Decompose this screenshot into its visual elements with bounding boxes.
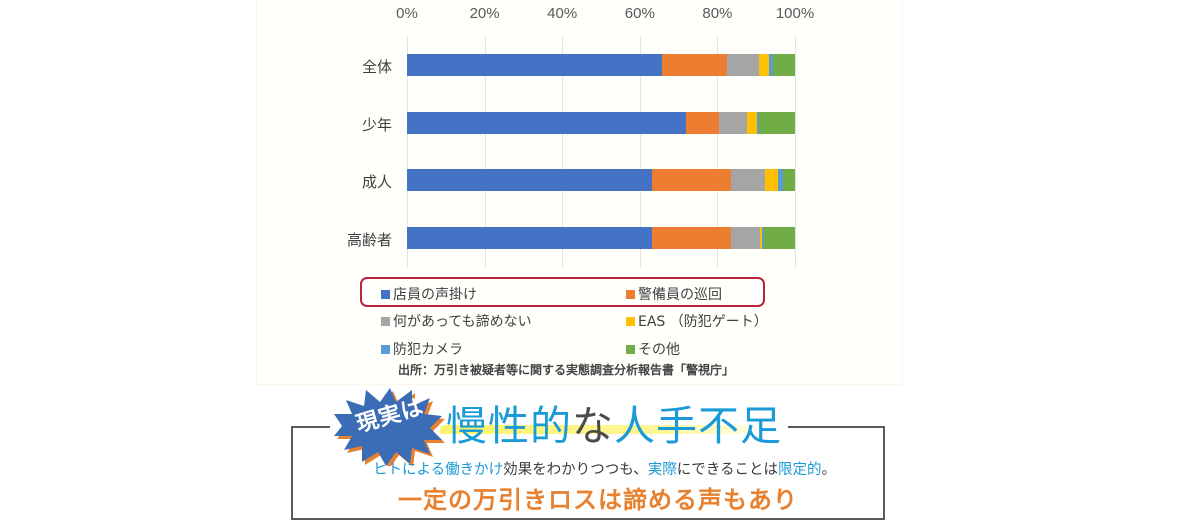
bar-segment (407, 169, 653, 191)
bar-segment (765, 169, 778, 191)
legend-swatch-icon (626, 289, 635, 299)
legend-label: 警備員の巡回 (638, 287, 722, 303)
x-tick-label: 60% (624, 5, 655, 22)
gridline (717, 36, 719, 268)
source-note: 出所：万引き被疑者等に関する実態調査分析報告書「警視庁」 (398, 363, 735, 377)
bar-segment (758, 112, 795, 134)
bar-row (407, 112, 795, 134)
headline: 慢性的な人手不足 (446, 392, 782, 452)
category-label: 少年 (361, 116, 392, 134)
x-tick-label: 20% (469, 5, 500, 22)
bar-segment (718, 112, 748, 134)
subtext-segment: ヒトによる働きかけ (373, 462, 504, 478)
x-tick-label: 0% (396, 5, 418, 22)
bar-segment (727, 54, 759, 76)
subtext-segment: にできることは (676, 462, 779, 478)
bar-segment (686, 112, 719, 134)
bar-segment (730, 227, 761, 249)
bar-segment (777, 169, 783, 191)
bar-segment (652, 169, 732, 191)
bar-segment (747, 112, 757, 134)
bar-segment (756, 112, 759, 134)
gridline (639, 36, 641, 268)
legend-swatch-icon (626, 344, 635, 354)
bar-segment (762, 227, 764, 249)
bar-segment (407, 112, 687, 134)
legend-swatch-icon (381, 316, 390, 326)
x-tick-label: 100% (775, 5, 815, 22)
bar-segment (731, 169, 766, 191)
headline-part-1: 慢性的 (446, 402, 572, 450)
legend-label: EAS （防犯ゲート） (638, 314, 768, 330)
legend-item: 店員の声掛け (381, 284, 477, 304)
bar-segment (407, 227, 653, 249)
gridline (484, 36, 486, 268)
legend-label: その他 (638, 342, 680, 358)
bar-segment (407, 54, 662, 76)
bar-segment (652, 227, 731, 249)
legend-label: 何があっても諦めない (393, 314, 532, 330)
subtext-segment: 実際 (647, 462, 677, 478)
x-tick-label: 80% (702, 5, 733, 22)
legend-item: その他 (626, 339, 680, 359)
bar-row (407, 169, 795, 191)
legend-item: EAS （防犯ゲート） (626, 311, 768, 331)
headline-part-2: な (572, 402, 614, 450)
legend-swatch-icon (626, 316, 635, 326)
bar-segment (760, 227, 763, 249)
bar-segment (768, 54, 773, 76)
burst-badge-icon (334, 388, 445, 466)
gridline (407, 36, 408, 268)
legend-item: 何があっても諦めない (381, 311, 532, 331)
bar-segment (772, 54, 795, 76)
subtext-segment: 効果をわかりつつも、 (503, 462, 648, 478)
bar-segment (661, 54, 728, 76)
legend-swatch-icon (381, 344, 390, 354)
gridline (562, 36, 564, 268)
bar-segment (758, 54, 769, 76)
gridline (795, 36, 796, 268)
legend-highlight-box (360, 277, 765, 307)
bar-segment (782, 169, 795, 191)
legend-item: 防犯カメラ (381, 339, 463, 359)
category-label: 高齢者 (346, 231, 392, 249)
bar-row (407, 54, 795, 76)
category-label: 成人 (361, 173, 392, 191)
legend-item: 警備員の巡回 (626, 284, 722, 304)
legend-swatch-icon (381, 289, 390, 299)
category-label: 全体 (361, 58, 392, 76)
subtext-segment: 。 (821, 462, 837, 478)
bar-row (407, 227, 795, 249)
x-tick-label: 40% (547, 5, 578, 22)
legend-label: 店員の声掛け (393, 287, 477, 303)
callout-conclusion: 一定の万引きロスは諦める声もあり (398, 486, 798, 514)
callout-subtext: ヒトによる働きかけ効果をわかりつつも、実際にできることは限定的。 (373, 458, 836, 479)
legend-label: 防犯カメラ (393, 342, 463, 358)
bar-segment (763, 227, 795, 249)
subtext-segment: 限定的 (778, 462, 822, 478)
headline-part-3: 人手不足 (614, 402, 782, 450)
